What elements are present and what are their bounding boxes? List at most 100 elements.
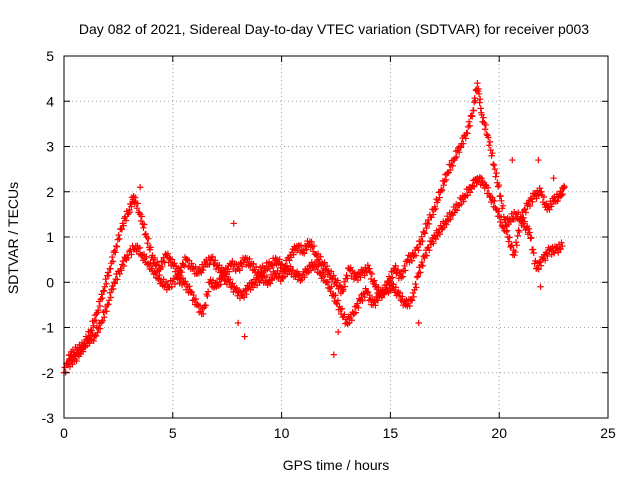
data-point — [432, 205, 439, 213]
data-point — [136, 244, 144, 251]
data-point — [116, 270, 123, 278]
data-point — [453, 153, 460, 161]
data-point — [323, 262, 331, 270]
data-point — [516, 228, 523, 236]
data-point — [415, 319, 422, 327]
data-point — [200, 310, 207, 318]
data-point — [465, 118, 473, 125]
data-point — [366, 291, 373, 299]
data-point — [418, 258, 426, 266]
data-point — [238, 263, 246, 270]
data-point — [505, 238, 512, 245]
data-point — [495, 208, 502, 215]
x-axis-label: GPS time / hours — [283, 457, 390, 473]
data-point — [128, 203, 135, 210]
data-point — [491, 165, 499, 173]
data-point — [529, 198, 536, 205]
data-point — [114, 276, 121, 283]
data-point — [453, 207, 461, 214]
data-point — [199, 266, 207, 274]
y-axis-label: SDTVAR / TECUs — [5, 182, 21, 294]
data-point — [559, 190, 567, 198]
data-point — [94, 329, 101, 336]
data-point — [527, 235, 534, 242]
data-point — [521, 218, 528, 225]
data-point — [343, 271, 350, 279]
data-point — [327, 268, 335, 275]
data-point — [147, 244, 154, 251]
data-point — [165, 259, 172, 266]
data-point — [501, 219, 509, 226]
data-point — [501, 227, 508, 234]
data-point — [266, 280, 274, 287]
data-point — [483, 130, 490, 138]
data-point — [321, 271, 329, 278]
data-point — [276, 256, 283, 263]
data-point — [509, 156, 516, 164]
data-point — [341, 311, 348, 318]
y-tick-label: 0 — [46, 274, 54, 290]
data-point — [101, 314, 108, 321]
data-point — [415, 247, 422, 254]
data-point — [408, 297, 416, 304]
data-point — [204, 288, 212, 295]
data-point — [226, 279, 233, 286]
data-point — [330, 272, 337, 279]
data-point — [202, 302, 209, 309]
data-point — [526, 229, 533, 236]
data-point — [495, 181, 503, 189]
data-point — [447, 215, 454, 223]
data-point — [168, 256, 176, 263]
data-point — [526, 202, 534, 210]
data-point — [138, 213, 145, 220]
data-point — [442, 176, 450, 184]
data-point — [128, 251, 135, 258]
y-tick-label: 3 — [46, 139, 54, 155]
data-point — [192, 295, 200, 303]
data-point — [415, 270, 422, 277]
data-point — [492, 173, 499, 180]
data-point — [141, 221, 148, 228]
data-point — [325, 278, 333, 286]
data-point — [469, 113, 476, 120]
data-point — [478, 175, 485, 182]
data-point — [426, 247, 433, 254]
data-point — [236, 267, 243, 274]
data-point — [118, 267, 125, 274]
data-point — [423, 224, 430, 232]
data-point — [120, 262, 128, 270]
data-point — [367, 269, 374, 276]
y-tick-label: 2 — [46, 184, 54, 200]
data-point — [466, 189, 474, 196]
data-point — [175, 272, 182, 279]
data-point — [449, 162, 456, 170]
data-point — [100, 287, 108, 294]
data-point — [460, 140, 467, 147]
data-point — [225, 268, 233, 275]
data-point — [506, 234, 513, 241]
data-point — [110, 279, 118, 286]
data-point — [155, 262, 163, 269]
data-point — [511, 251, 518, 259]
data-point — [132, 194, 139, 201]
data-point — [430, 240, 437, 247]
data-point — [111, 280, 119, 287]
data-point — [425, 220, 433, 228]
data-point — [412, 280, 419, 288]
data-point — [113, 243, 121, 250]
data-point — [290, 251, 297, 258]
data-point — [310, 242, 318, 250]
data-point — [79, 348, 87, 355]
data-point — [470, 107, 477, 114]
data-point — [252, 263, 260, 271]
data-point — [93, 310, 100, 318]
data-point — [368, 270, 376, 278]
data-point — [113, 242, 120, 250]
data-point — [371, 277, 378, 284]
data-point — [408, 257, 416, 264]
data-point — [158, 263, 166, 271]
data-point — [332, 292, 339, 299]
data-point — [522, 209, 530, 216]
data-point — [482, 121, 490, 129]
data-point — [474, 79, 481, 87]
